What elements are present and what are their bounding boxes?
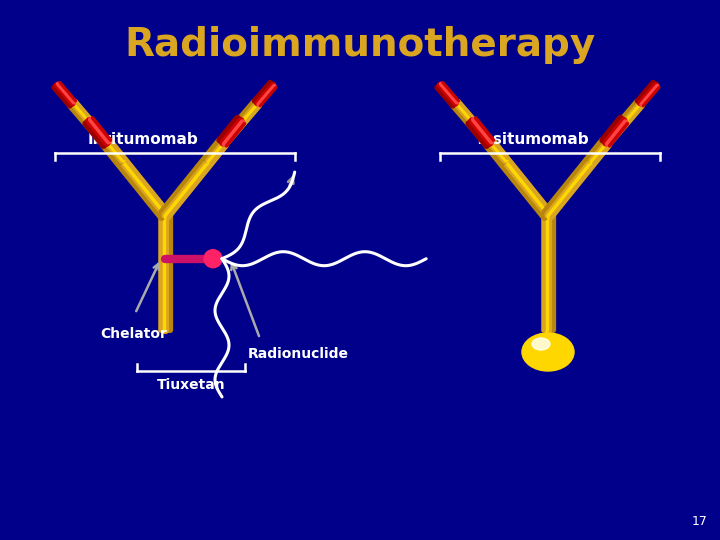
Circle shape [204, 249, 222, 268]
Text: Chelator: Chelator [100, 327, 167, 341]
Ellipse shape [532, 338, 550, 350]
Text: Tositumomab: Tositumomab [475, 132, 590, 147]
Text: Ibritumomab: Ibritumomab [88, 132, 199, 147]
Text: 17: 17 [692, 515, 708, 528]
Text: Radioimmunotherapy: Radioimmunotherapy [125, 26, 595, 64]
Text: Radionuclide: Radionuclide [248, 347, 349, 361]
Text: Tiuxetan: Tiuxetan [157, 377, 225, 392]
Ellipse shape [522, 333, 574, 371]
